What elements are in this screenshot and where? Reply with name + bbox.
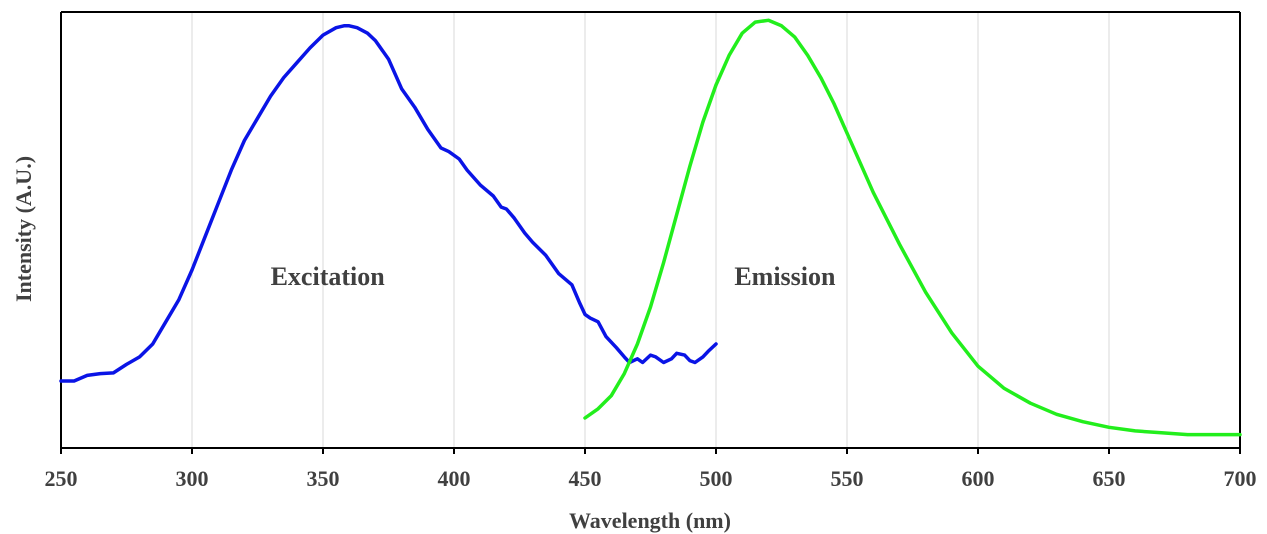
emission-label: Emission <box>734 262 836 291</box>
x-tick-label: 250 <box>45 466 78 491</box>
x-tick-label: 700 <box>1224 466 1257 491</box>
excitation-line <box>59 24 718 383</box>
x-tick-label: 300 <box>176 466 209 491</box>
x-tick-label: 450 <box>569 466 602 491</box>
x-axis-ticks: 250 300 350 400 450 500 550 600 650 700 <box>45 448 1257 491</box>
axes <box>60 11 1241 449</box>
x-tick-label: 550 <box>831 466 864 491</box>
x-tick-label: 350 <box>307 466 340 491</box>
x-tick-label: 500 <box>700 466 733 491</box>
x-tick-label: 600 <box>962 466 995 491</box>
annotations: Excitation Emission <box>271 262 836 291</box>
excitation-label: Excitation <box>271 262 386 291</box>
x-tick-label: 650 <box>1093 466 1126 491</box>
x-tick-label: 400 <box>438 466 471 491</box>
x-axis-title: Wavelength (nm) <box>569 508 731 533</box>
grid-lines <box>191 12 1110 448</box>
series <box>59 18 1242 437</box>
y-axis-title: Intensity (A.U.) <box>11 156 36 302</box>
emission-line <box>583 18 1242 437</box>
